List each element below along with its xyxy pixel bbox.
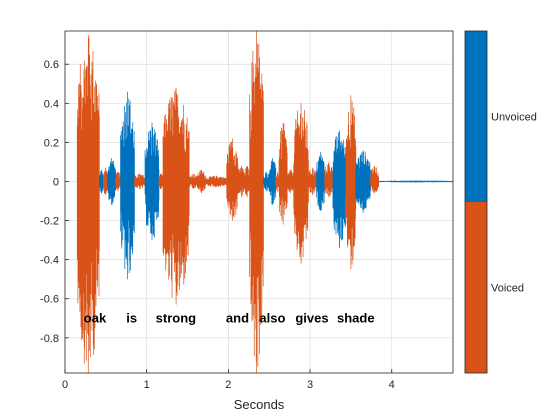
- waveform-strokes: [324, 161, 334, 198]
- waveform-segment-voiced: [205, 175, 228, 188]
- colorbar-label-voiced: Voiced: [491, 283, 524, 295]
- waveform-strokes: [144, 122, 160, 241]
- word-label-also: also: [259, 310, 285, 325]
- x-tick-label: 1: [144, 379, 150, 391]
- waveform-segment-voiced: [324, 161, 334, 198]
- waveform-segment-voiced: [76, 34, 100, 373]
- waveform-segment-voiced: [293, 103, 309, 264]
- word-label-strong: strong: [156, 310, 197, 325]
- waveform-segment-unvoiced: [120, 91, 135, 280]
- x-tick-label: 0: [62, 379, 68, 391]
- x-axis-ticks: 0 1 2 3 4: [62, 369, 395, 391]
- word-label-is: is: [126, 310, 137, 325]
- waveform-strokes: [120, 91, 135, 280]
- word-annotations: oak is strong and also gives shade: [84, 310, 375, 325]
- colorbar-border: [464, 30, 488, 374]
- word-label-gives: gives: [295, 310, 328, 325]
- waveform: [76, 31, 454, 373]
- waveform-strokes: [249, 31, 264, 373]
- waveform-strokes: [355, 150, 371, 213]
- y-tick-label: 0.2: [44, 137, 59, 149]
- waveform-strokes: [162, 87, 190, 305]
- waveform-segment-voiced: [162, 87, 190, 305]
- waveform-strokes: [378, 180, 454, 183]
- y-tick-label: 0.4: [44, 98, 59, 110]
- y-tick-label: 0: [53, 176, 59, 188]
- waveform-strokes: [205, 175, 228, 188]
- waveform-segment-voiced: [226, 138, 239, 221]
- word-label-oak: oak: [84, 310, 107, 325]
- y-axis-ticks: 0.6 0.4 0.2 0 -0.2 -0.4 -0.6 -0.8: [40, 59, 69, 345]
- y-tick-label: -0.6: [40, 294, 59, 306]
- waveform-segment-voiced: [345, 95, 357, 270]
- colorbar: Unvoiced Voiced: [464, 30, 537, 374]
- waveform-strokes: [345, 95, 357, 270]
- waveform-strokes: [226, 138, 239, 221]
- waveform-segment-voiced: [134, 173, 146, 190]
- y-tick-label: -0.2: [40, 216, 59, 228]
- waveform-strokes: [134, 173, 146, 190]
- waveform-strokes: [76, 34, 100, 373]
- x-axis-label: Seconds: [234, 397, 285, 412]
- waveform-segment-voiced: [249, 31, 264, 373]
- waveform-strokes: [332, 130, 347, 248]
- waveform-segment-unvoiced: [332, 130, 347, 248]
- colorbar-label-unvoiced: Unvoiced: [491, 112, 537, 124]
- word-label-shade: shade: [337, 310, 375, 325]
- waveform-strokes: [278, 122, 288, 225]
- colorbar-segment-voiced: [465, 202, 487, 373]
- y-tick-label: 0.6: [44, 59, 59, 71]
- y-tick-label: -0.8: [40, 333, 59, 345]
- waveform-strokes: [293, 103, 309, 264]
- x-tick-label: 3: [307, 379, 313, 391]
- waveform-segment-unvoiced: [378, 180, 454, 183]
- plot-area-border: [64, 30, 454, 374]
- x-tick-label: 4: [389, 379, 395, 391]
- colorbar-segment-unvoiced: [465, 31, 487, 202]
- word-label-and: and: [226, 310, 249, 325]
- x-tick-label: 2: [225, 379, 231, 391]
- waveform-segment-unvoiced: [144, 122, 160, 241]
- y-tick-label: -0.4: [40, 255, 59, 267]
- waveform-segment-voiced: [278, 122, 288, 225]
- waveform-segment-unvoiced: [355, 150, 371, 213]
